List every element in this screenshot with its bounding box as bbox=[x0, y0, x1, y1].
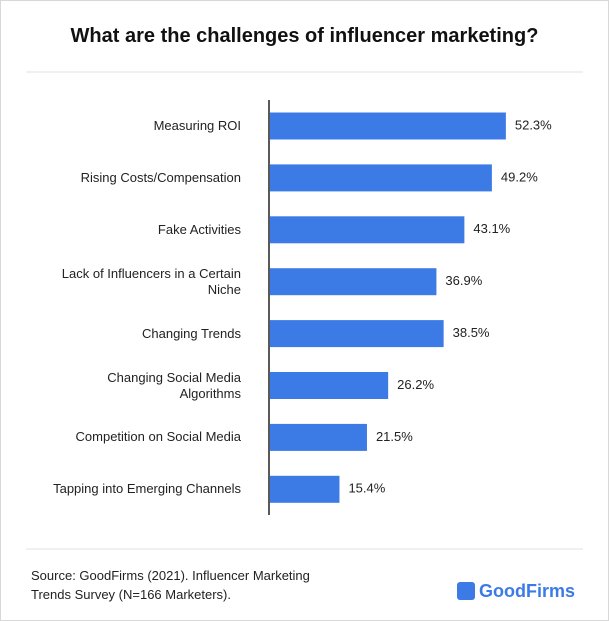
category-label: Fake Activities bbox=[157, 221, 241, 237]
category-label: Changing Social Media Algorithms bbox=[107, 369, 241, 401]
bar bbox=[270, 112, 506, 140]
brand-logo bbox=[457, 582, 475, 600]
category-label: Changing Trends bbox=[141, 325, 241, 341]
bar bbox=[270, 164, 492, 192]
value-label: 52.3% bbox=[515, 117, 552, 132]
value-label: 15.4% bbox=[348, 481, 385, 496]
value-label: 38.5% bbox=[453, 325, 490, 340]
brand-name: GoodFirms bbox=[479, 581, 576, 601]
category-label: Measuring ROI bbox=[153, 118, 241, 133]
category-label: Lack of Influencers in a Certain Niche bbox=[61, 265, 241, 297]
source-note: Source: GoodFirms (2021). Influencer Mar… bbox=[31, 568, 310, 602]
bar bbox=[270, 475, 340, 503]
value-label: 49.2% bbox=[501, 169, 538, 184]
bar bbox=[270, 320, 444, 348]
value-label: 43.1% bbox=[473, 221, 510, 236]
bar bbox=[270, 216, 465, 244]
category-label: Rising Costs/Compensation bbox=[80, 169, 241, 185]
category-label: Tapping into Emerging Channels bbox=[53, 481, 241, 497]
value-label: 26.2% bbox=[397, 377, 434, 392]
bar bbox=[270, 268, 437, 296]
value-label: 36.9% bbox=[445, 273, 482, 288]
value-label: 21.5% bbox=[376, 429, 413, 444]
bar bbox=[270, 372, 389, 399]
bar bbox=[270, 423, 367, 451]
category-label: Competition on Social Media bbox=[75, 429, 241, 445]
chart-title: What are the challenges of influencer ma… bbox=[70, 25, 539, 47]
